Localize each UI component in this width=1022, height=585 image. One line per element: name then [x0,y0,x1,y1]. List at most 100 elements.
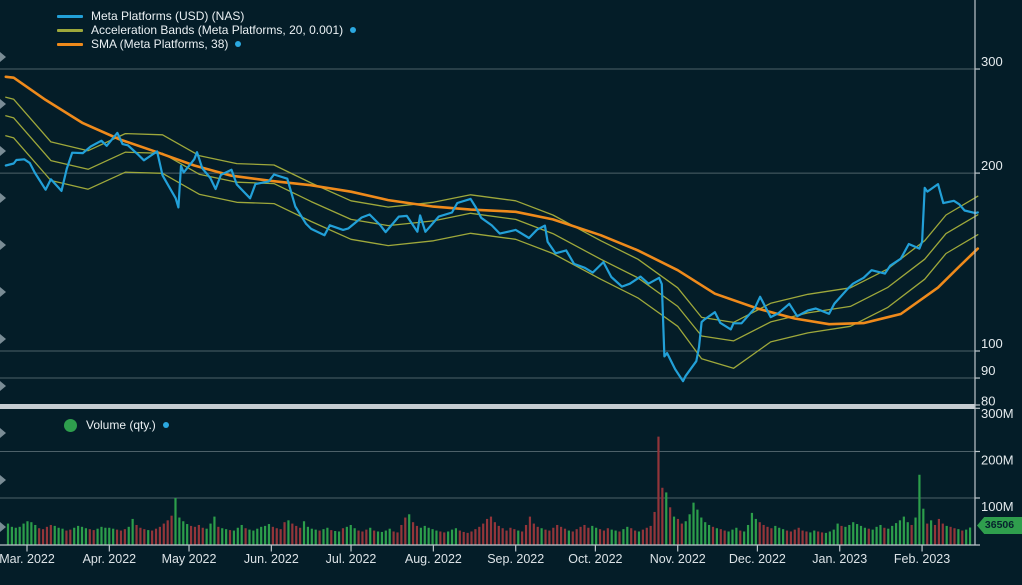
volume-bar [244,528,247,545]
volume-bar [131,518,134,545]
volume-bar [302,521,306,545]
volume-bar [941,523,944,545]
volume-bar [591,525,594,545]
volume-bar [595,527,598,545]
volume-bar [513,529,516,545]
legend-label-price: Meta Platforms (USD) (NAS) [91,9,245,23]
volume-bar [665,492,668,545]
month-label: Dec. 2022 [729,552,786,566]
month-label: Nov. 2022 [650,552,706,566]
volume-bar [225,529,228,545]
volume-bar [154,528,158,545]
volume-bar [559,526,563,545]
volume-legend[interactable]: Volume (qty.) [64,418,169,432]
volume-bar [641,529,644,545]
volume-bar [322,529,325,545]
volume-bar [844,526,847,545]
volume-bar [174,498,177,545]
volume-bar [505,530,508,545]
volume-bar [295,525,298,545]
volume-bar [637,531,641,545]
volume-bar [575,529,578,545]
legend-label-volume: Volume (qty.) [86,418,156,432]
volume-bar [937,518,941,545]
volume-bar [532,523,535,545]
volume-bar [462,531,465,545]
volume-bar [447,531,450,545]
volume-bar [201,527,204,545]
month-label: Jan. 2023 [812,552,867,566]
volume-bar [115,529,119,545]
volume-bar [583,524,586,545]
volume-bar [443,532,446,545]
month-label: May 2022 [162,552,217,566]
volume-bar [84,528,87,545]
resize-handle-arrow-icon [0,428,6,438]
volume-bar [57,527,60,545]
volume-bar [688,514,691,545]
legend-item-price[interactable]: Meta Platforms (USD) (NAS) [57,9,356,23]
volume-axis-label: 100M [981,499,1014,514]
volume-bar [232,530,236,545]
volume-swatch-icon [64,418,77,432]
volume-bar [836,523,839,545]
volume-bar [112,528,115,545]
volume-bar [949,526,952,545]
legend-item-acceleration-bands[interactable]: Acceleration Bands (Meta Platforms, 20, … [57,23,357,37]
volume-bar [439,531,442,545]
volume-bar [396,532,399,545]
volume-bar [536,526,539,545]
volume-bar [41,529,45,545]
volume-bar [945,525,948,545]
volume-bar [528,516,532,545]
volume-bar [178,517,181,545]
volume-bar [556,524,559,545]
indicator-options-dot-icon[interactable] [235,41,242,47]
volume-bar [221,528,224,545]
volume-bar [337,531,341,545]
resize-handle-arrow-icon [0,334,6,344]
series-acceleration-band-upper [5,96,979,324]
volume-bar [809,532,812,545]
volume-bar [22,523,25,545]
legend-item-sma[interactable]: SMA (Meta Platforms, 38) [57,37,356,51]
volume-bar [774,525,777,545]
volume-bar [240,524,243,545]
volume-bar [859,525,863,545]
volume-bar [431,529,434,545]
volume-bar [540,528,543,545]
volume-bar [898,520,902,545]
volume-bar [205,528,208,545]
volume-bar [18,526,21,545]
volume-bar [419,527,422,545]
volume-bar [10,526,13,545]
volume-bar [957,529,960,545]
indicator-options-dot-icon[interactable] [350,27,357,33]
volume-bar [53,525,56,545]
indicator-options-dot-icon[interactable] [162,422,169,428]
volume-bar [894,523,898,545]
volume-bar [914,517,917,545]
volume-bar [275,528,278,545]
volume-bar [704,522,707,545]
resize-handle-arrow-icon [0,99,6,109]
volume-bar [135,524,138,545]
volume-bar [552,527,555,545]
price-line-swatch [57,14,83,18]
volume-bar [45,526,49,545]
resize-handle-arrow-icon [0,52,6,62]
volume-bar [61,528,64,545]
volume-bar [92,530,95,545]
volume-bar [509,527,512,545]
price-legend: Meta Platforms (USD) (NAS) Acceleration … [57,9,357,51]
volume-bar [458,530,461,545]
volume-bar [411,522,415,545]
resize-handle-arrow-icon [0,475,6,485]
price-axis-label: 100 [981,336,1003,351]
volume-bar [579,526,582,545]
panel-resize-handle[interactable] [0,0,6,585]
volume-bar [306,526,310,545]
month-label: Jul. 2022 [326,552,377,566]
volume-bar [326,527,329,545]
